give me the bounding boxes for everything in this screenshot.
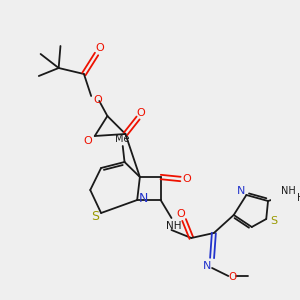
Text: O: O [182, 174, 191, 184]
Text: O: O [95, 43, 103, 53]
Text: NH: NH [167, 221, 182, 231]
Text: N: N [237, 186, 245, 196]
Text: N: N [139, 193, 148, 206]
Text: S: S [270, 216, 277, 226]
Text: Me: Me [116, 134, 130, 144]
Text: O: O [83, 136, 92, 146]
Text: O: O [176, 209, 185, 219]
Text: H: H [297, 193, 300, 203]
Text: O: O [229, 272, 237, 282]
Text: NH: NH [280, 186, 295, 196]
Text: N: N [202, 261, 211, 271]
Text: O: O [93, 95, 102, 105]
Text: S: S [91, 211, 99, 224]
Text: O: O [136, 108, 145, 118]
